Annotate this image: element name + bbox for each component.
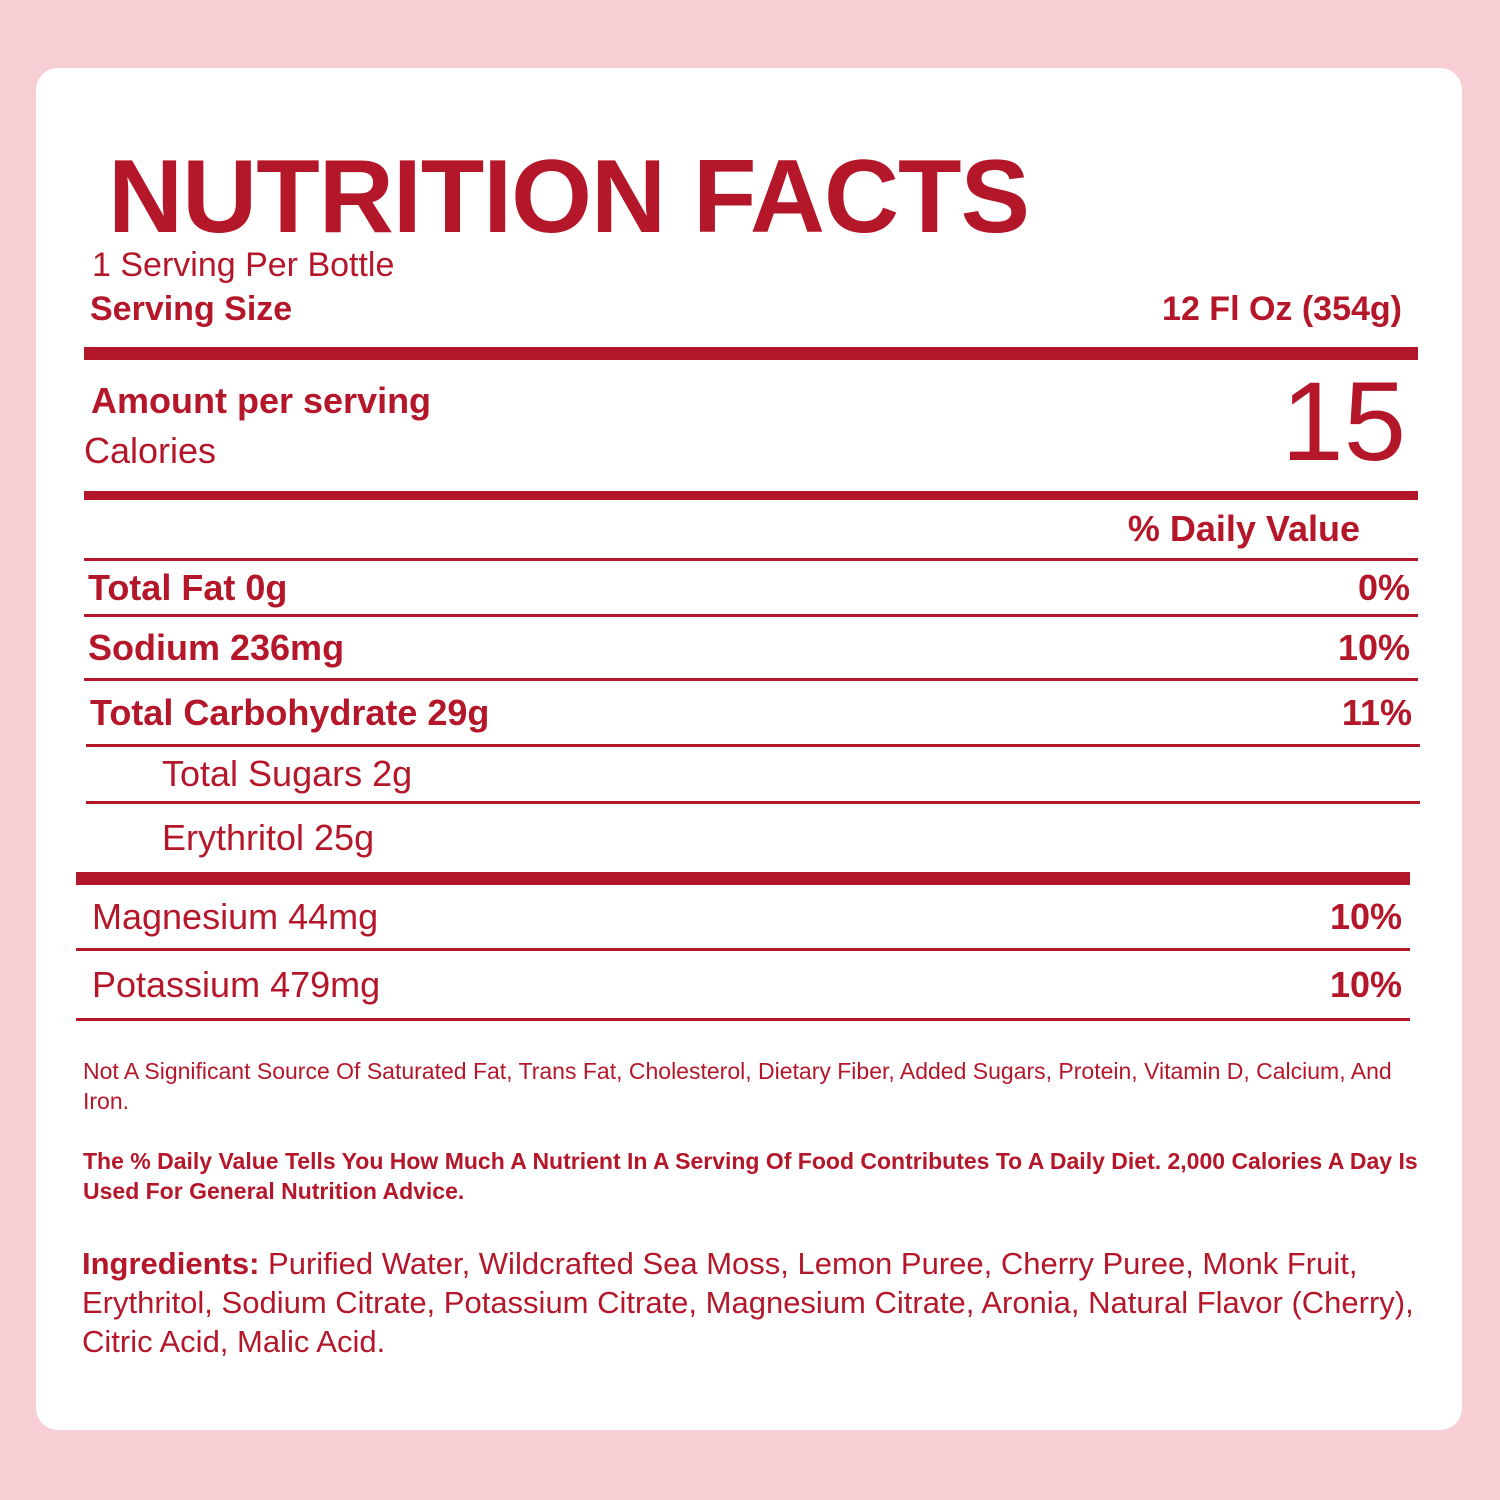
thick-rule [76, 872, 1410, 885]
nutrient-dv: 0% [1357, 566, 1410, 608]
serving-size-value: 12 Fl Oz (354g) [1162, 290, 1402, 328]
nutrient-label: Total Fat 0g [88, 566, 288, 608]
nutrient-label: Total Carbohydrate 29g [90, 691, 490, 733]
mineral-label: Potassium 479mg [92, 963, 381, 1005]
servings: 1 Serving Per Bottle [92, 246, 395, 284]
nutrient-row: Total Carbohydrate 29g 11% [86, 681, 1420, 747]
mineral-row: Magnesium 44mg 10% [76, 885, 1410, 951]
nutrient-label: Erythritol 25g [162, 817, 375, 858]
nutrient-row: Total Sugars 2g [86, 747, 1420, 804]
thick-rule [84, 347, 1418, 360]
calories-label: Calories [84, 430, 217, 471]
footnote: Not A Significant Source Of Saturated Fa… [83, 1058, 1392, 1114]
ingredients: Ingredients: Purified Water, Wildcrafted… [82, 1244, 1432, 1361]
title: NUTRITION FACTS [108, 139, 1030, 255]
nutrient-label: Total Sugars 2g [162, 753, 413, 794]
thick-rule [84, 491, 1418, 500]
nutrient-row: Total Fat 0g 0% [84, 561, 1418, 617]
dv-header-row: % Daily Value [84, 500, 1418, 561]
nutrient-row: Sodium 236mg 10% [84, 617, 1418, 681]
calories-value: 15 [1281, 359, 1406, 484]
nutrient-row: Erythritol 25g [86, 804, 1420, 872]
nutrient-dv: 11% [1341, 691, 1412, 733]
daily-value-note: The % Daily Value Tells You How Much A N… [83, 1148, 1418, 1204]
mineral-label: Magnesium 44mg [92, 895, 379, 937]
nutrient-label: Sodium 236mg [88, 626, 345, 668]
amount-heading: Amount per serving [91, 380, 432, 421]
dv-header: % Daily Value [1127, 508, 1360, 549]
label-card: NUTRITION FACTS 1 Serving Per Bottle Ser… [36, 68, 1462, 1430]
serving-size-label: Serving Size [90, 290, 293, 328]
mineral-dv: 10% [1329, 895, 1402, 937]
ingredients-label: Ingredients: [82, 1246, 260, 1281]
ingredients-text: Purified Water, Wildcrafted Sea Moss, Le… [82, 1246, 1414, 1359]
nutrient-dv: 10% [1337, 626, 1410, 668]
mineral-dv: 10% [1329, 963, 1402, 1005]
mineral-row: Potassium 479mg 10% [76, 951, 1410, 1021]
